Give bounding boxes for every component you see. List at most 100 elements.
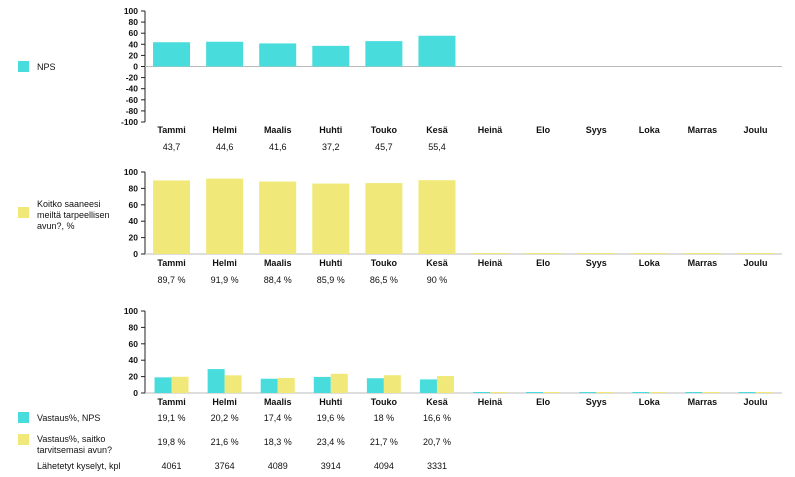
value-cell: 20,2 %	[210, 413, 239, 423]
bar	[365, 41, 403, 67]
value-cell: 17,4 %	[263, 413, 292, 423]
y-tick-label: 0	[133, 249, 138, 259]
legend-label-help: Koitko saaneesi meiltä tarpeellisen avun…	[37, 199, 110, 231]
y-tick-label: 60	[129, 339, 139, 349]
y-tick-label: 80	[129, 17, 139, 27]
bar	[277, 377, 295, 393]
x-category-label: Maalis	[264, 258, 292, 268]
x-category-label: Syys	[586, 397, 607, 407]
bar	[471, 253, 509, 254]
bar	[259, 43, 297, 67]
value-cell: 37,2	[322, 142, 340, 152]
x-category-label: Heinä	[478, 397, 504, 407]
x-category-label: Kesä	[426, 397, 449, 407]
legend-nps: NPS	[18, 61, 56, 73]
y-tick-label: 60	[129, 28, 139, 38]
x-category-label: Elo	[536, 397, 551, 407]
bar	[171, 376, 189, 393]
x-category-label: Kesä	[426, 258, 449, 268]
legend-swatch-help	[18, 207, 29, 218]
x-category-label: Syys	[586, 258, 607, 268]
value-cell: 20,7 %	[422, 437, 451, 447]
bar	[630, 253, 668, 254]
bar	[490, 392, 508, 393]
y-tick-label: -40	[126, 84, 139, 94]
x-category-label: Huhti	[319, 397, 342, 407]
x-category-label: Touko	[371, 258, 398, 268]
bar	[436, 376, 454, 393]
bar	[524, 253, 562, 254]
bar	[206, 41, 244, 67]
x-category-label: Helmi	[212, 125, 237, 135]
bar	[153, 42, 191, 67]
legend-resp-help: Vastaus%, saitko tarvitsemasi avun?	[18, 434, 127, 456]
y-tick-label: 20	[129, 372, 139, 382]
x-category-label: Marras	[688, 258, 718, 268]
legend-resp-nps: Vastaus%, NPS	[18, 412, 100, 424]
x-category-label: Huhti	[319, 258, 342, 268]
bar	[419, 379, 437, 393]
value-cell: 86,5 %	[369, 275, 398, 285]
value-cell: 18,3 %	[263, 437, 292, 447]
bar	[526, 392, 544, 393]
y-tick-label: -80	[126, 106, 139, 116]
legend-label-sent: Lähetetyt kyselyt, kpl	[37, 461, 121, 471]
x-category-label: Helmi	[212, 258, 237, 268]
value-cell: 23,4 %	[316, 437, 345, 447]
bar	[738, 392, 756, 393]
value-cell: 21,7 %	[369, 437, 398, 447]
x-category-label: Joulu	[743, 125, 767, 135]
bar	[632, 392, 650, 393]
y-tick-label: -60	[126, 95, 139, 105]
y-tick-label: 80	[129, 322, 139, 332]
bar	[260, 378, 278, 393]
value-cell: 19,6 %	[316, 413, 345, 423]
x-category-label: Joulu	[743, 397, 767, 407]
x-category-label: Maalis	[264, 125, 292, 135]
y-tick-label: -100	[121, 117, 138, 127]
x-category-label: Loka	[639, 258, 661, 268]
value-cell: 19,8 %	[157, 437, 186, 447]
x-category-label: Heinä	[478, 125, 504, 135]
bar	[736, 253, 774, 254]
value-cell: 55,4	[428, 142, 446, 152]
bar	[312, 45, 350, 67]
x-category-label: Marras	[688, 125, 718, 135]
bar	[418, 180, 456, 254]
x-category-label: Elo	[536, 125, 551, 135]
y-tick-label: 60	[129, 200, 139, 210]
row-resp-help: 19,8 % 21,6 % 18,3 % 23,4 % 21,7 % 20,7 %	[0, 437, 795, 449]
value-cell: 88,4 %	[263, 275, 292, 285]
value-cell: 44,6	[215, 142, 234, 152]
bar	[154, 377, 172, 393]
row-nps: 43,7 44,6 41,6 37,2 45,7 55,4	[0, 142, 795, 154]
bar	[579, 392, 597, 393]
value-cell: 4061	[161, 461, 182, 471]
bar	[330, 373, 348, 393]
x-category-label: Huhti	[319, 125, 342, 135]
bar	[577, 253, 615, 254]
x-category-label: Touko	[371, 397, 398, 407]
x-category-label: Tammi	[157, 397, 185, 407]
bar	[649, 392, 667, 393]
bar	[366, 378, 384, 393]
y-tick-label: -20	[126, 73, 139, 83]
legend-help: Koitko saaneesi meiltä tarpeellisen avun…	[18, 199, 119, 232]
row-resp-nps: 19,1 % 20,2 % 17,4 % 19,6 % 18 % 16,6 %	[0, 413, 795, 425]
legend-label-nps: NPS	[37, 62, 56, 72]
x-category-label: Marras	[688, 397, 718, 407]
value-cell: 3331	[426, 461, 447, 471]
bar	[365, 183, 403, 254]
y-tick-label: 0	[133, 62, 138, 72]
x-category-label: Elo	[536, 258, 551, 268]
bar	[473, 392, 491, 393]
bar	[313, 376, 331, 393]
bar	[207, 369, 225, 393]
bar	[206, 178, 244, 254]
y-tick-label: 20	[129, 233, 139, 243]
y-tick-label: 100	[124, 306, 138, 316]
x-category-label: Loka	[639, 125, 661, 135]
value-cell: 19,1 %	[157, 413, 186, 423]
bar	[702, 392, 720, 393]
